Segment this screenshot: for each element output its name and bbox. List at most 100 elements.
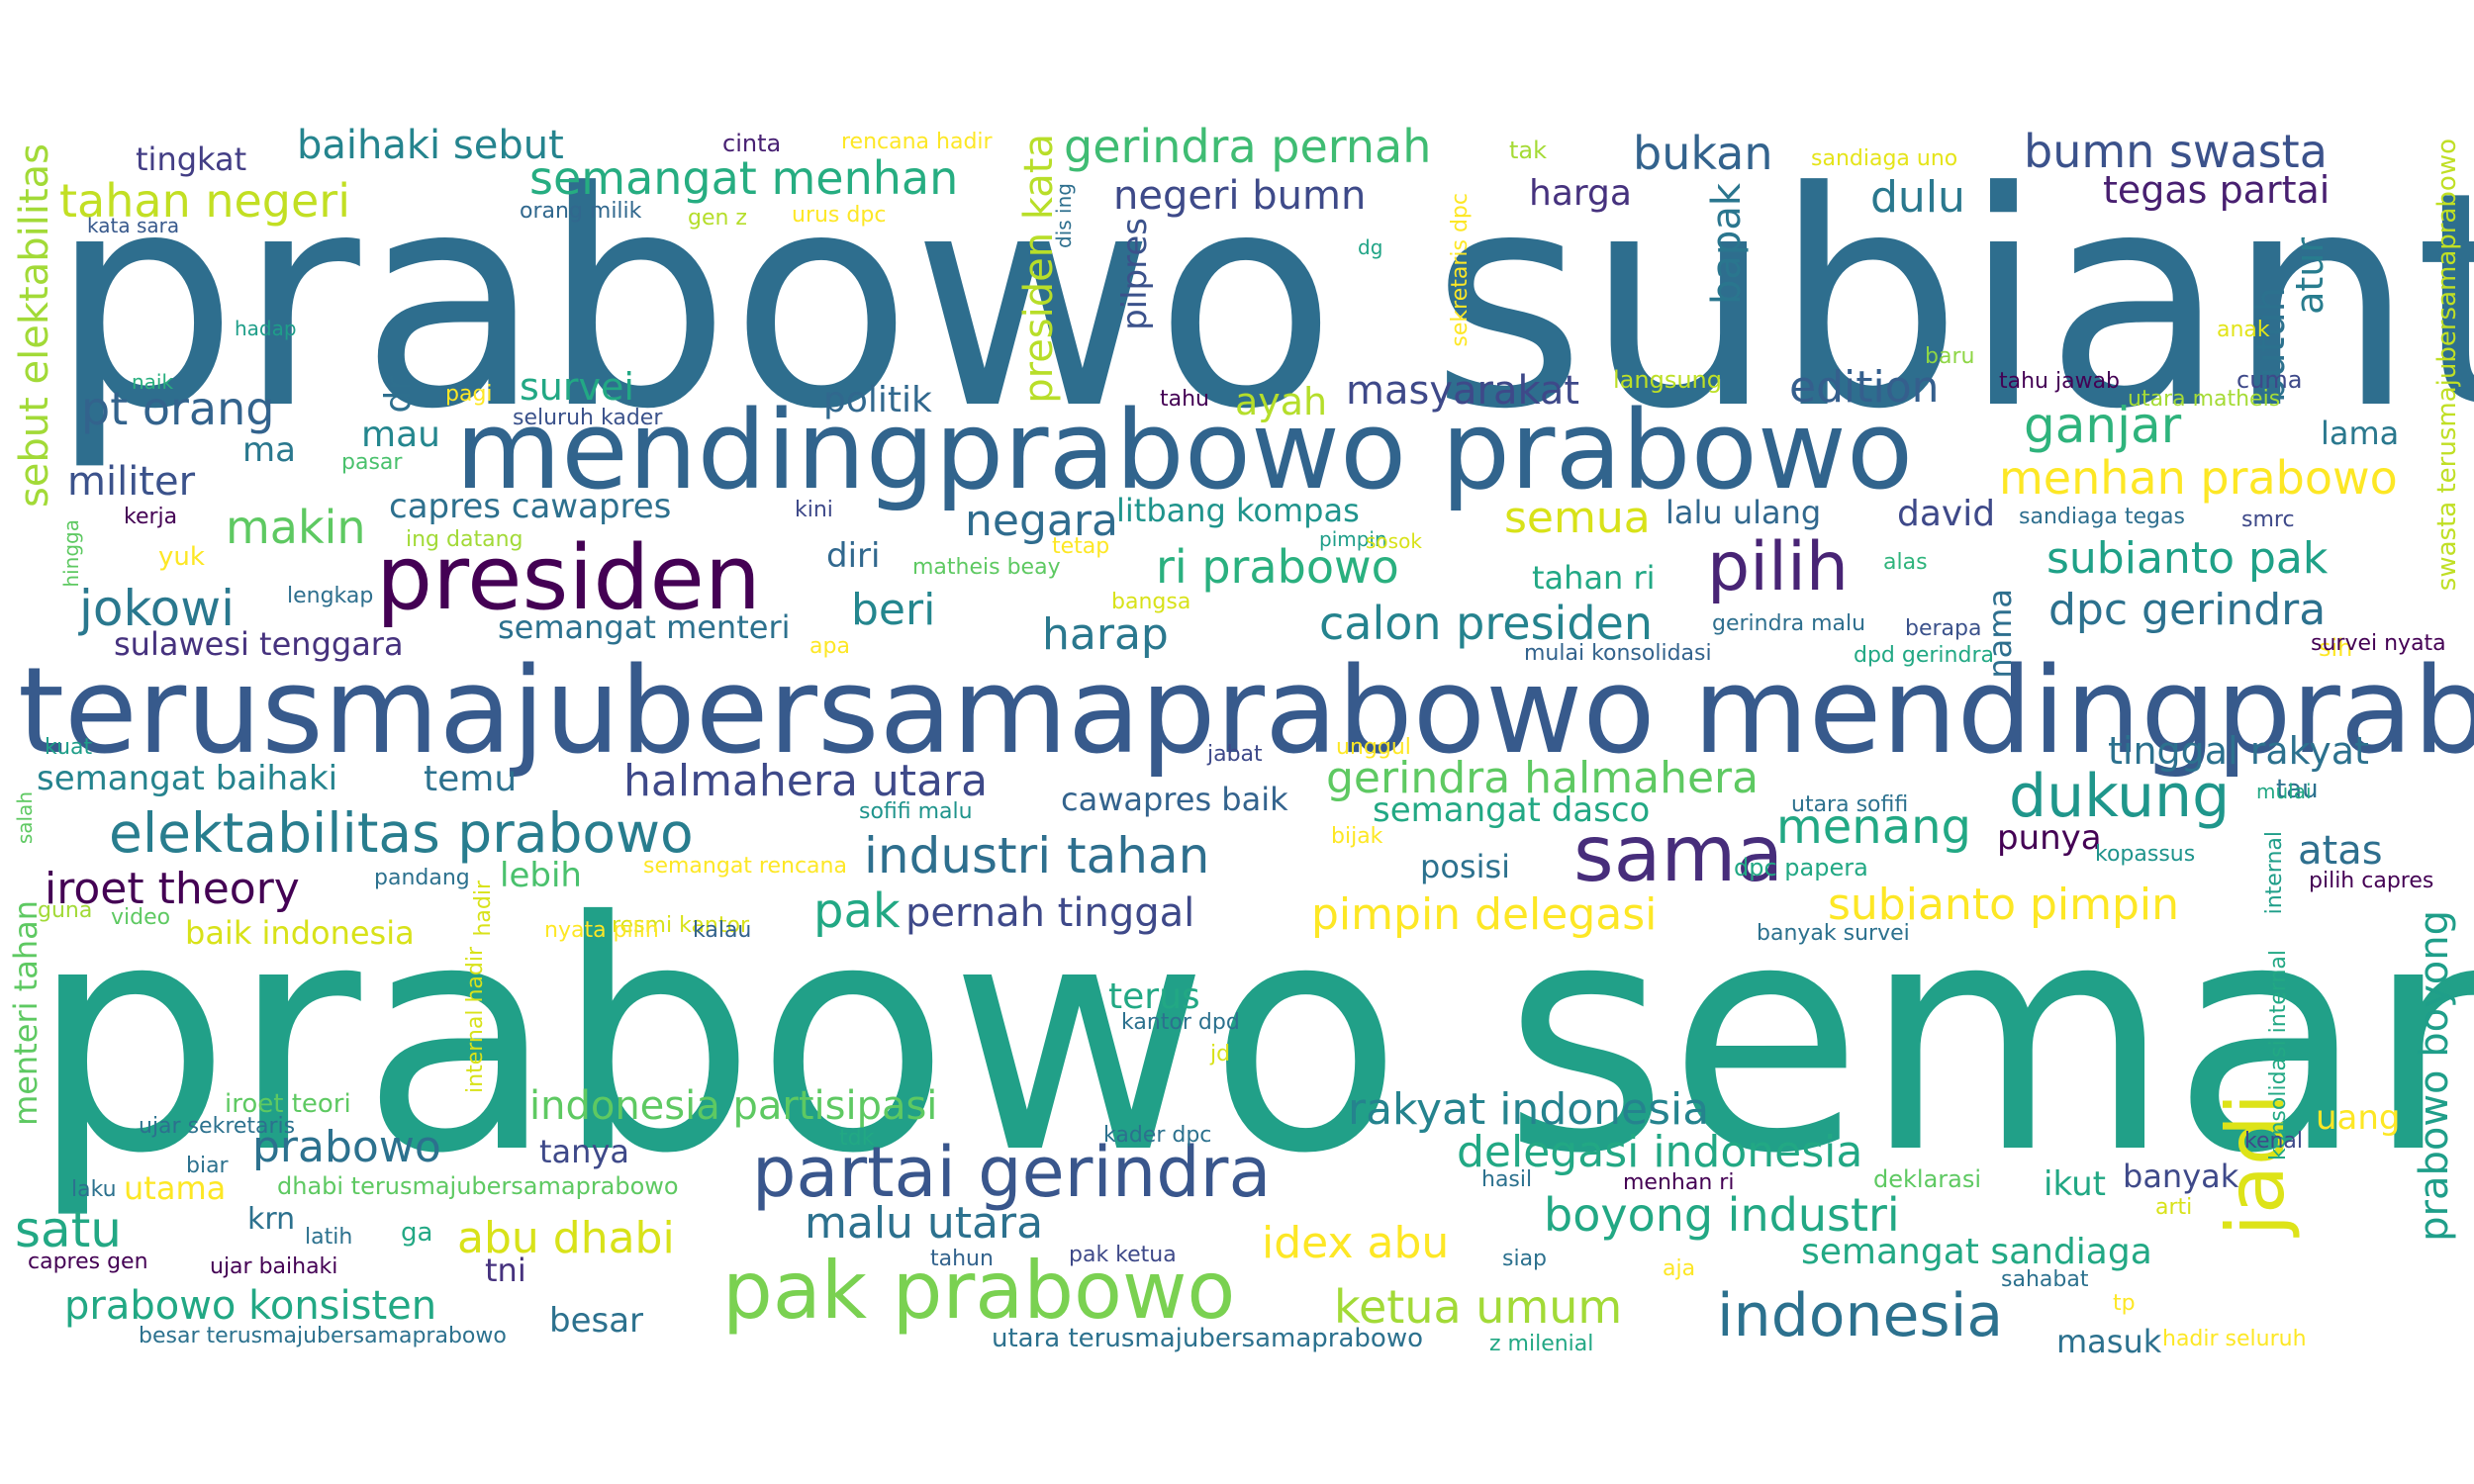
word-hadir-seluruh: hadir seluruh [2162, 1327, 2307, 1351]
word-pagi: pagi [445, 382, 493, 407]
word-sulawesi-tenggara: sulawesi tenggara [114, 625, 404, 663]
word-subianto-pak: subianto pak [2046, 533, 2329, 584]
word-prabowo-semangat: prabowo semangat [30, 855, 2474, 1223]
word-calon-presiden: calon presiden [1319, 597, 1653, 650]
word-sandiaga-uno: sandiaga uno [1811, 146, 1958, 171]
word-pernah-tinggal: pernah tinggal [905, 890, 1195, 936]
word-pilih: pilih [1707, 528, 1849, 606]
word-dpc-gerindra: dpc gerindra [2048, 585, 2327, 635]
word-elektabilitas-prabowo: elektabilitas prabowo [109, 801, 694, 865]
word-halmahera-utara: halmahera utara [623, 756, 989, 806]
word-cawapres-baik: cawapres baik [1061, 781, 1288, 818]
word-mau: mau [361, 415, 440, 455]
word-nyata-pilih: nyata pilih [544, 918, 659, 943]
word-deklarasi: deklarasi [1873, 1165, 1982, 1193]
word-seluruh-kader: seluruh kader [513, 406, 663, 430]
word-semangat-rencana: semangat rencana [643, 854, 847, 879]
word-langsung: langsung [1613, 366, 1722, 394]
word-iroet-theory: iroet theory [45, 864, 300, 914]
word-sekretaris-dpc: sekretaris dpc [1448, 193, 1473, 347]
word-pak-prabowo: pak prabowo [722, 1245, 1236, 1337]
word-temu: temu [424, 759, 518, 799]
word-baihaki-sebut: baihaki sebut [297, 123, 564, 168]
word-pt-orang: pt orang [81, 382, 275, 435]
word-internal: internal [2262, 831, 2287, 915]
word-jokowi: jokowi [79, 580, 236, 637]
word-ing-datang: ing datang [406, 527, 523, 552]
word-menteri-tahan: menteri tahan [7, 900, 45, 1126]
word-berapa: berapa [1905, 616, 1982, 641]
word-terusmajubersamaprabowo-mendingprabowo: terusmajubersamaprabowo mendingprabowo [18, 643, 2474, 781]
word-gen-z: gen z [688, 206, 747, 231]
word-krn: krn [247, 1202, 296, 1237]
word-makin: makin [226, 501, 366, 554]
word-aja: aja [1663, 1256, 1696, 1281]
word-z-milenial: z milenial [1489, 1332, 1594, 1356]
word-cinta: cinta [722, 130, 782, 157]
word-industri-tahan: industri tahan [864, 827, 1210, 884]
word-mulai: mulai [2256, 780, 2312, 803]
word-semangat-dasco: semangat dasco [1373, 790, 1651, 830]
word-negeri-bumn: negeri bumn [1113, 173, 1367, 219]
word-dis-ing: dis ing [1052, 183, 1076, 248]
word-gerindra-pernah: gerindra pernah [1064, 120, 1432, 173]
word-utama: utama [124, 1169, 227, 1207]
word-dr: dr [378, 376, 419, 414]
word-tp: tp [2113, 1291, 2136, 1316]
word-menang: menang [1776, 799, 1972, 855]
word-sandiaga-tegas: sandiaga tegas [2019, 505, 2185, 529]
word-lama: lama [2321, 415, 2400, 452]
word-pimpin-delegasi: pimpin delegasi [1311, 889, 1658, 940]
word-lalu-ulang: lalu ulang [1665, 494, 1822, 531]
word-matheis-beay: matheis beay [912, 555, 1061, 580]
word-tahu-jawab: tahu jawab [1999, 369, 2121, 394]
word-pimpin: pimpin [1319, 527, 1387, 551]
word-posisi: posisi [1420, 848, 1511, 885]
word-atas: atas [2298, 828, 2383, 874]
word-alas: alas [1883, 550, 1928, 575]
word-litbang-kompas: litbang kompas [1116, 492, 1360, 529]
word-tau: tau [2276, 775, 2319, 804]
word-dg: dg [1358, 235, 1383, 259]
word-urus-dpc: urus dpc [792, 203, 887, 228]
word-tahan-negeri: tahan negeri [59, 174, 350, 228]
word-capres-cawapres: capres cawapres [389, 487, 672, 526]
word-hadap: hadap [235, 317, 297, 340]
word-swasta-terusmajubersamaprabowo: swasta terusmajubersamaprabowo [2432, 139, 2462, 592]
word-rencana-hadir: rencana hadir [841, 130, 993, 154]
word-ga: ga [401, 1218, 433, 1248]
word-besar: besar [549, 1301, 644, 1341]
word-pak-ketua: pak ketua [1069, 1243, 1177, 1267]
word-resmi-kantor: resmi kantor [612, 913, 750, 938]
word-menhan-ri: menhan ri [1623, 1170, 1735, 1195]
word-terus: terus [1108, 976, 1200, 1017]
word-baru: baru [1925, 344, 1975, 369]
word-kopassus: kopassus [2095, 842, 2196, 867]
word-tni: tni [485, 1252, 526, 1289]
word-ujar-baihaki: ujar baihaki [210, 1254, 338, 1279]
word-cuma: cuma [2236, 366, 2303, 394]
word-beri: beri [851, 585, 936, 635]
word-semangat-baihaki: semangat baihaki [37, 759, 338, 798]
word-abu-dhabi: abu dhabi [457, 1213, 675, 1263]
word-ayah: ayah [1235, 380, 1328, 423]
word-politik: politik [823, 380, 932, 420]
word-prabowo: prabowo [252, 1122, 441, 1172]
word-utara-matheis: utara matheis [2128, 387, 2281, 412]
word-anak: anak [2217, 318, 2270, 342]
word-kerja: kerja [124, 505, 178, 529]
word-capres-gen: capres gen [28, 1250, 148, 1274]
word-sebut-elektabilitas: sebut elektabilitas [12, 143, 57, 509]
word-jd: jd [1210, 1042, 1231, 1067]
word-jabat: jabat [1207, 742, 1263, 767]
word-dhabi-terusmajubersamaprabowo: dhabi terusmajubersamaprabowo [277, 1172, 679, 1200]
word-diri: diri [826, 536, 881, 576]
word-hadir: hadir [471, 881, 496, 937]
word-bapak: bapak [1704, 183, 1750, 305]
word-utara-sofifi: utara sofifi [1791, 792, 1909, 817]
word-banyak: banyak [2123, 1158, 2239, 1195]
word-prabowo-subianto: prabowo subianto [49, 129, 2474, 474]
word-tegas-partai: tegas partai [2103, 168, 2331, 212]
word-masyarakat: masyarakat [1346, 368, 1580, 414]
word-masuk: masuk [2056, 1323, 2162, 1360]
